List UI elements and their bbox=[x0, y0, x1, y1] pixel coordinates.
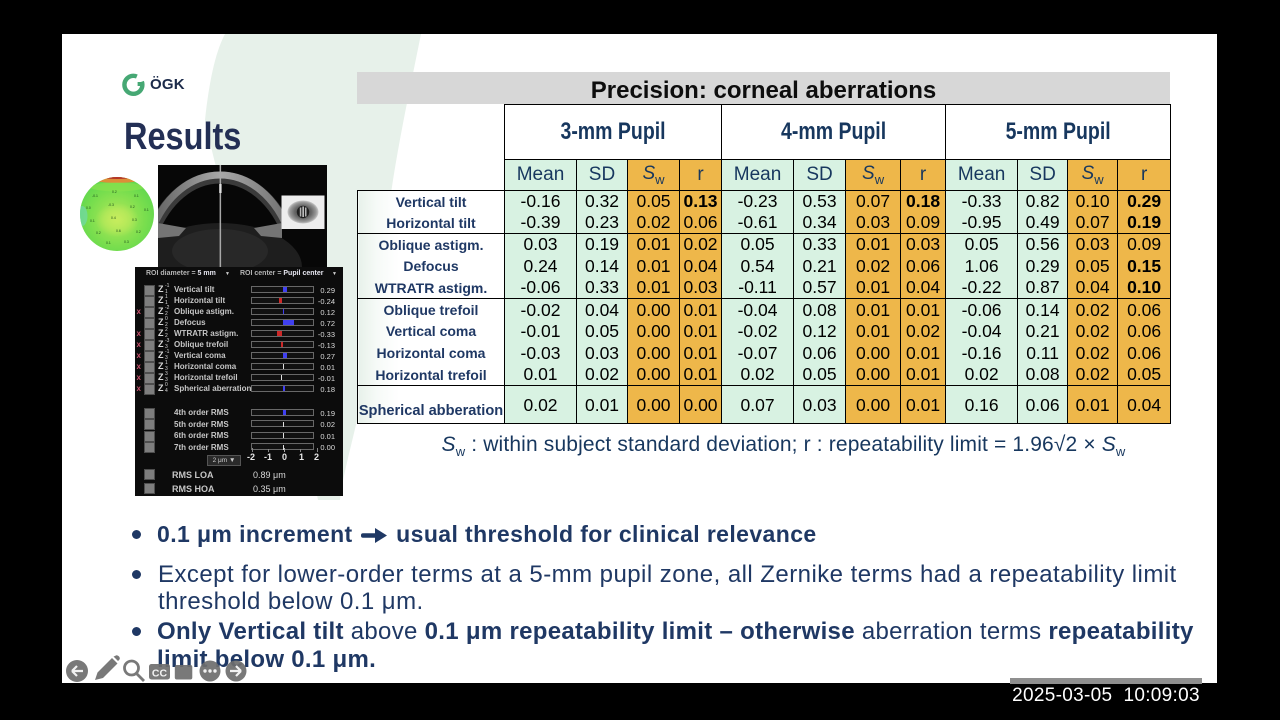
svg-text:0.2: 0.2 bbox=[136, 230, 141, 234]
svg-text:0.1: 0.1 bbox=[134, 194, 139, 198]
svg-text:0.2: 0.2 bbox=[130, 205, 135, 209]
svg-text:0.2: 0.2 bbox=[112, 190, 117, 194]
svg-text:0.1: 0.1 bbox=[106, 241, 111, 245]
svg-text:0.3: 0.3 bbox=[132, 218, 137, 222]
svg-text:-0.1: -0.1 bbox=[92, 194, 98, 198]
svg-text:0.0: 0.0 bbox=[86, 206, 91, 210]
svg-text:0.1: 0.1 bbox=[144, 208, 149, 212]
svg-text:0.3: 0.3 bbox=[124, 240, 129, 244]
svg-text:-0.3: -0.3 bbox=[108, 203, 114, 207]
svg-text:0.1: 0.1 bbox=[90, 219, 95, 223]
svg-text:0.2: 0.2 bbox=[96, 231, 101, 235]
svg-text:0.4: 0.4 bbox=[111, 216, 116, 220]
svg-text:CC: CC bbox=[152, 668, 168, 680]
svg-text:0.6: 0.6 bbox=[116, 229, 121, 233]
